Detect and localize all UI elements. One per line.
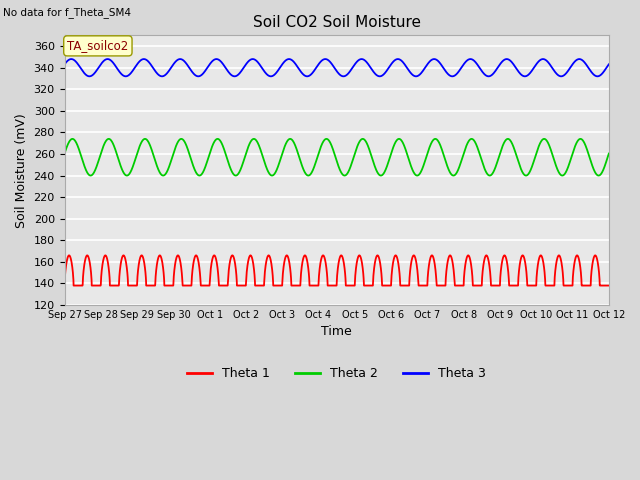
Theta 1 (123, 265, 131, 271)
Theta 1 (269, 283, 277, 288)
Theta 3 (595, 73, 602, 79)
Legend: Theta 1, Theta 2, Theta 3: Theta 1, Theta 2, Theta 3 (182, 362, 491, 385)
Theta 3 (270, 72, 278, 78)
Theta 2 (61, 151, 68, 156)
Theta 1 (595, 263, 602, 269)
Theta 3 (212, 56, 220, 62)
Text: No data for f_Theta_SM4: No data for f_Theta_SM4 (3, 7, 131, 18)
X-axis label: Time: Time (321, 325, 352, 338)
Theta 1 (61, 283, 68, 288)
Theta 3 (605, 61, 612, 67)
Theta 1 (156, 253, 163, 259)
Y-axis label: Soil Moisture (mV): Soil Moisture (mV) (15, 113, 28, 228)
Theta 2 (395, 136, 403, 142)
Line: Theta 2: Theta 2 (65, 139, 609, 176)
Theta 3 (155, 72, 163, 78)
Theta 2 (293, 147, 301, 153)
Theta 2 (269, 172, 277, 178)
Theta 1 (65, 252, 73, 258)
Theta 2 (413, 173, 421, 179)
Text: TA_soilco2: TA_soilco2 (67, 39, 129, 52)
Theta 2 (605, 151, 612, 156)
Theta 1 (536, 254, 543, 260)
Theta 2 (123, 173, 131, 179)
Theta 2 (595, 173, 602, 179)
Theta 3 (123, 73, 131, 79)
Theta 2 (155, 168, 163, 174)
Theta 3 (536, 58, 544, 63)
Theta 2 (536, 141, 544, 146)
Title: Soil CO2 Soil Moisture: Soil CO2 Soil Moisture (253, 15, 420, 30)
Line: Theta 1: Theta 1 (65, 255, 609, 286)
Line: Theta 3: Theta 3 (65, 59, 609, 76)
Theta 1 (293, 283, 301, 288)
Theta 3 (195, 73, 202, 79)
Theta 1 (605, 283, 612, 288)
Theta 3 (61, 61, 68, 67)
Theta 3 (293, 63, 301, 69)
